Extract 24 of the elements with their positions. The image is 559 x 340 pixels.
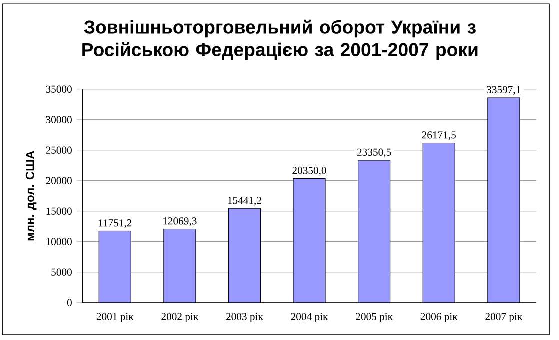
y-axis-title: млн. дол. США [26,151,37,241]
x-tick-label: 2003 рік [226,313,264,322]
y-tick-label: 15000 [46,208,72,215]
data-label: 15441,2 [228,196,262,206]
x-tick-label: 2004 рік [291,313,328,322]
x-tick-label: 2002 рік [162,313,199,322]
data-label: 12069,3 [164,218,197,226]
y-tick-label: 30000 [46,116,72,124]
x-tick-label: 2006 рік [420,313,458,322]
y-tick-label: 10000 [46,238,72,246]
x-tick-label: 2005 рік [356,313,393,322]
x-tick-label: 2007 рік [486,313,523,322]
data-label: 11751,2 [98,219,132,228]
y-tick-label: 25000 [46,146,72,154]
y-tick-label: 5000 [52,268,72,276]
y-tick-label: 35000 [46,86,72,93]
chart-title: Зовнішньоторговельний оборот України з Російською Федерацією за 2001-2007 роки [82,20,478,60]
y-tick-label: 0 [67,299,72,306]
data-label: 20350,0 [292,167,326,176]
x-tick-label: 2001 рік [96,313,134,322]
y-tick-label: 20000 [46,177,72,184]
data-label: 23350,5 [358,148,392,158]
data-label: 33597,1 [487,86,521,95]
data-label: 26171,5 [422,132,456,140]
